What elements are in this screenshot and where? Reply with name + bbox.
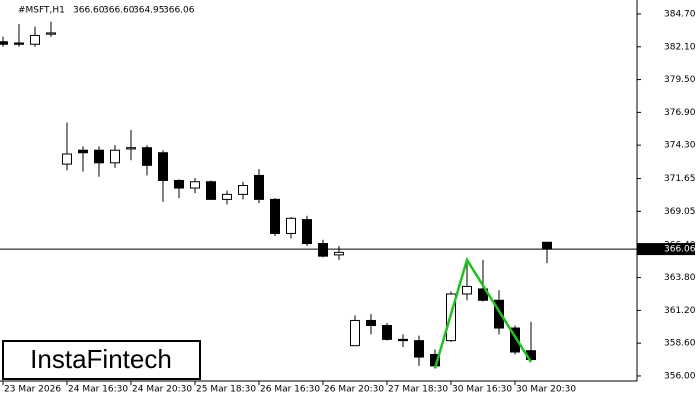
quote-value: 366.06: [163, 6, 195, 16]
candle-body: [302, 219, 312, 245]
candle-body: [174, 179, 184, 189]
y-tick-label: 376.90: [664, 108, 696, 118]
quote-value: 366.60: [73, 6, 105, 16]
y-tick-label: 356.00: [664, 371, 696, 381]
x-tick-label: 27 Mar 18:30: [388, 385, 448, 395]
candle-body: [494, 299, 504, 329]
x-tick-label: 26 Mar 20:30: [324, 385, 384, 395]
price-label: 366.06: [664, 245, 696, 255]
candle-body: [366, 319, 376, 327]
candle-body: [142, 147, 152, 166]
candle-body: [30, 34, 40, 45]
candle-body: [270, 198, 280, 234]
candle-body: [334, 251, 344, 256]
x-tick-label: 24 Mar 16:30: [68, 385, 128, 395]
y-tick-label: 369.05: [664, 207, 696, 217]
watermark: InstaFintech: [30, 344, 172, 374]
quote-value: 366.60: [103, 6, 135, 16]
candle-body: [14, 42, 24, 45]
candle-body: [126, 147, 136, 150]
x-tick-label: 26 Mar 16:30: [260, 385, 320, 395]
price-label-box: [637, 243, 695, 256]
y-tick-label: 384.70: [664, 9, 696, 19]
y-tick-label: 371.65: [664, 174, 696, 184]
x-tick-label: 25 Mar 18:30: [196, 385, 256, 395]
watermark-box: [2, 340, 201, 380]
candle-body: [414, 340, 424, 358]
candle-body: [222, 193, 232, 200]
candle-body: [158, 152, 168, 181]
chart-title: #MSFT,H1: [18, 6, 65, 16]
candle-body: [398, 338, 408, 342]
x-tick-label: 30 Mar 16:30: [452, 385, 512, 395]
candle-body: [78, 149, 88, 154]
y-tick-label: 358.60: [664, 339, 696, 349]
y-tick-label: 363.80: [664, 273, 696, 283]
x-tick-label: 24 Mar 20:30: [132, 385, 192, 395]
candle-body: [510, 327, 520, 353]
y-tick-label: 379.50: [664, 75, 696, 85]
candle-body: [350, 319, 360, 347]
candle-body: [462, 285, 472, 295]
pattern-line: [433, 256, 533, 369]
candle-body: [254, 174, 264, 200]
candle-body: [190, 181, 200, 189]
candle-body: [46, 32, 56, 35]
candle-body: [94, 149, 104, 164]
plot: [0, 21, 552, 369]
y-tick-label: 382.10: [664, 42, 696, 52]
candle-body: [382, 325, 392, 340]
x-tick-label: 30 Mar 20:30: [516, 385, 576, 395]
y-tick-label: 361.20: [664, 306, 696, 316]
candle-body: [238, 185, 248, 195]
x-tick-label: 23 Mar 2026: [4, 385, 61, 395]
y-tick-label: 374.30: [664, 141, 696, 151]
candle-body: [62, 153, 72, 165]
candle-body: [542, 241, 552, 250]
candle-body: [0, 41, 8, 45]
candle-body: [206, 181, 216, 200]
candle-body: [318, 243, 328, 257]
candle-body: [110, 149, 120, 164]
quote-value: 364.95: [133, 6, 165, 16]
candle-body: [286, 217, 296, 234]
